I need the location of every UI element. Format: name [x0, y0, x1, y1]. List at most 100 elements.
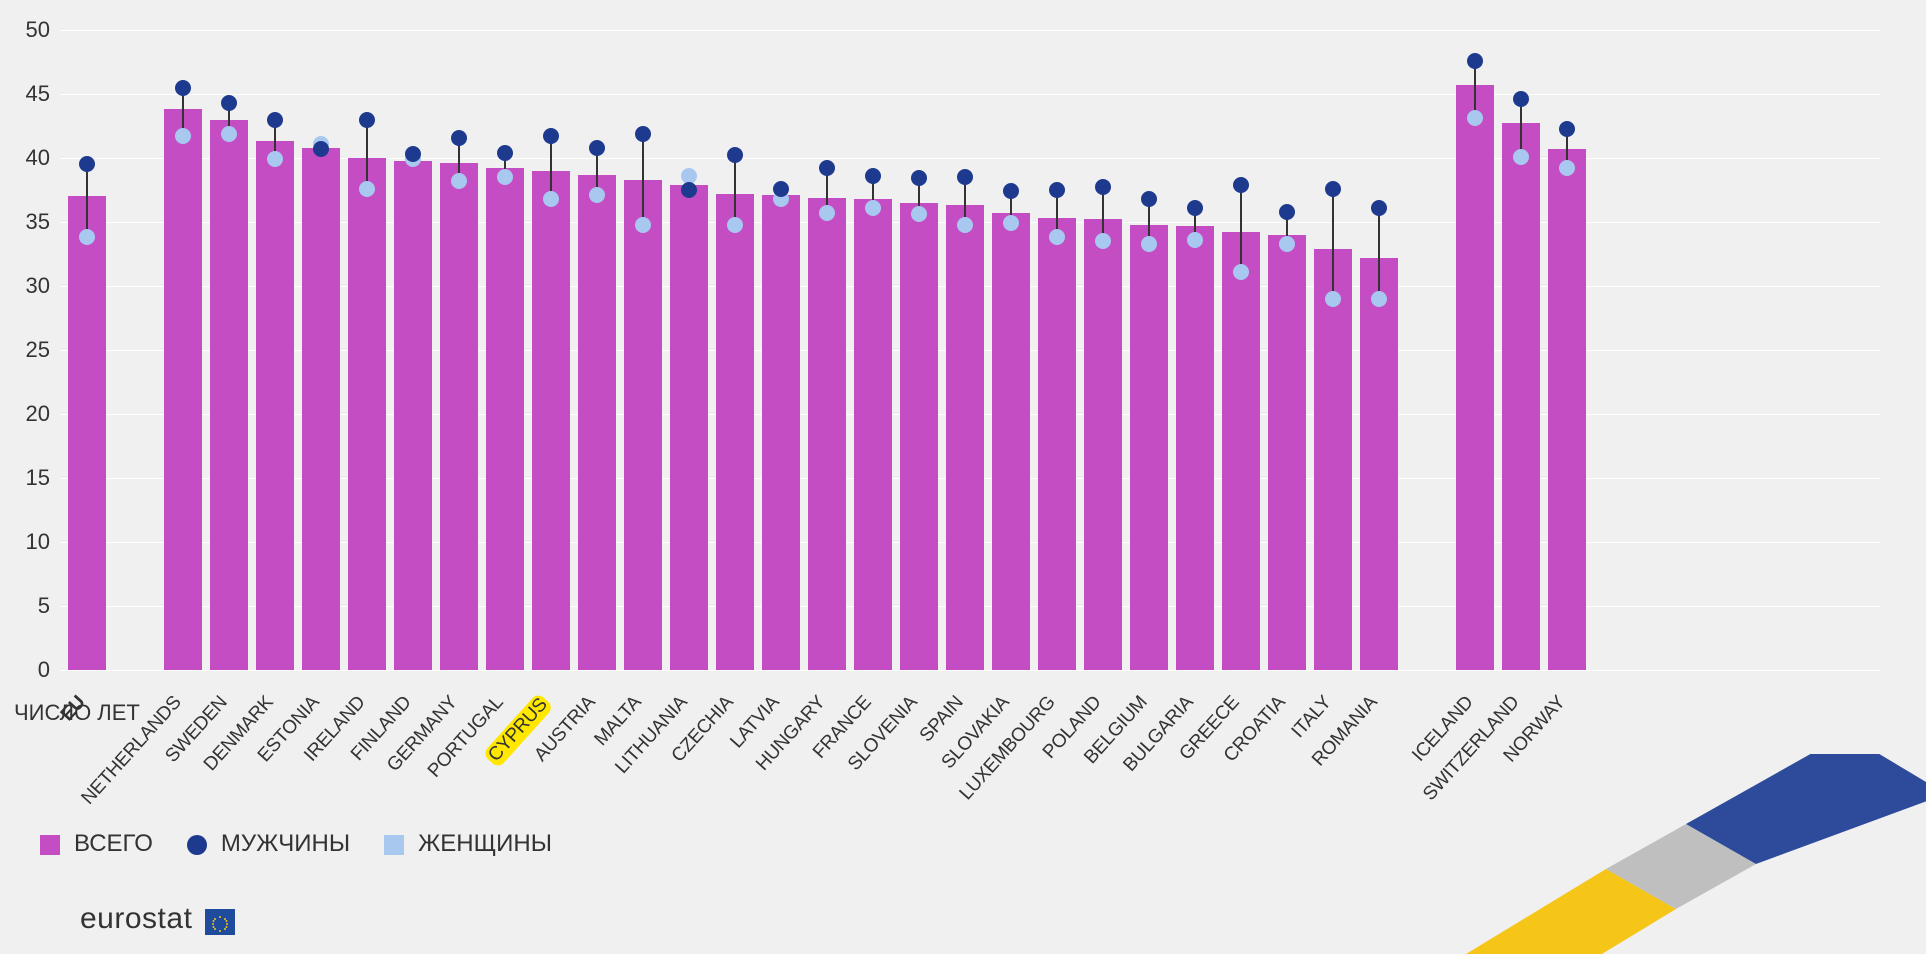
women-marker [1325, 291, 1341, 307]
men-marker [1095, 179, 1111, 195]
y-tick-label: 15 [0, 465, 50, 491]
men-marker [175, 80, 191, 96]
bar [68, 196, 106, 670]
men-marker [497, 145, 513, 161]
y-tick-label: 45 [0, 81, 50, 107]
men-marker [1467, 53, 1483, 69]
men-marker [221, 95, 237, 111]
legend-label: ВСЕГО [74, 830, 153, 857]
women-marker [543, 191, 559, 207]
men-marker [1141, 191, 1157, 207]
legend: ВСЕГО МУЖЧИНЫ ЖЕНЩИНЫ [40, 830, 552, 858]
men-marker [911, 170, 927, 186]
bar [624, 180, 662, 670]
legend-item: ВСЕГО [40, 830, 153, 858]
legend-item: ЖЕНЩИНЫ [384, 830, 552, 858]
bar [1130, 225, 1168, 670]
women-marker [1187, 232, 1203, 248]
range-stem [642, 134, 644, 225]
men-marker [451, 130, 467, 146]
bar [1548, 149, 1586, 670]
men-marker [1513, 91, 1529, 107]
bar [1502, 123, 1540, 670]
bar [210, 120, 248, 670]
y-tick-label: 25 [0, 337, 50, 363]
women-marker [359, 181, 375, 197]
men-marker [727, 147, 743, 163]
bar [486, 168, 524, 670]
y-tick-label: 0 [0, 657, 50, 683]
bar [256, 141, 294, 670]
y-axis-title: ЧИСЛО ЛЕТ [14, 700, 140, 726]
men-marker [267, 112, 283, 128]
legend-label: МУЖЧИНЫ [221, 830, 350, 857]
men-marker [1003, 183, 1019, 199]
y-tick-label: 35 [0, 209, 50, 235]
range-stem [86, 164, 88, 237]
chart-container: 05101520253035404550 EUNETHERLANDSSWEDEN… [0, 0, 1926, 954]
women-marker [727, 217, 743, 233]
men-marker [1279, 204, 1295, 220]
men-marker [313, 141, 329, 157]
bar [1314, 249, 1352, 670]
range-stem [734, 155, 736, 224]
women-marker [1141, 236, 1157, 252]
men-marker [1371, 200, 1387, 216]
bar [440, 163, 478, 670]
plot-area [60, 30, 1880, 670]
y-tick-label: 10 [0, 529, 50, 555]
women-marker [635, 217, 651, 233]
women-marker [589, 187, 605, 203]
bar [992, 213, 1030, 670]
bar [854, 199, 892, 670]
men-marker [79, 156, 95, 172]
men-marker [1325, 181, 1341, 197]
bar [1268, 235, 1306, 670]
men-marker [1559, 121, 1575, 137]
bar [164, 109, 202, 670]
men-marker [359, 112, 375, 128]
y-tick-label: 50 [0, 17, 50, 43]
bar [302, 148, 340, 670]
women-marker [865, 200, 881, 216]
y-tick-label: 40 [0, 145, 50, 171]
men-marker [635, 126, 651, 142]
bar [1456, 85, 1494, 670]
range-stem [1378, 208, 1380, 299]
men-marker [773, 181, 789, 197]
women-marker [1513, 149, 1529, 165]
bar [1038, 218, 1076, 670]
women-marker [1279, 236, 1295, 252]
range-stem [366, 120, 368, 189]
men-marker [543, 128, 559, 144]
bar [1222, 232, 1260, 670]
legend-item: МУЖЧИНЫ [187, 830, 350, 858]
range-stem [1332, 189, 1334, 299]
men-marker [1187, 200, 1203, 216]
legend-swatch [384, 835, 404, 855]
women-marker [1233, 264, 1249, 280]
men-marker [589, 140, 605, 156]
legend-label: ЖЕНЩИНЫ [418, 830, 552, 857]
bar [670, 185, 708, 670]
footer-swoosh-icon [1406, 754, 1926, 954]
men-marker [957, 169, 973, 185]
range-stem [1240, 185, 1242, 272]
eurostat-logo: eurostat [80, 902, 235, 936]
bar [532, 171, 570, 670]
women-marker [957, 217, 973, 233]
y-tick-label: 20 [0, 401, 50, 427]
y-tick-label: 5 [0, 593, 50, 619]
grid-line [60, 670, 1880, 671]
women-marker [221, 126, 237, 142]
legend-swatch [187, 835, 207, 855]
eurostat-logo-text: eurostat [80, 902, 192, 935]
bar [1176, 226, 1214, 670]
bar [716, 194, 754, 670]
range-stem [550, 136, 552, 199]
legend-swatch [40, 835, 60, 855]
bar [946, 205, 984, 670]
men-marker [1233, 177, 1249, 193]
women-marker [1371, 291, 1387, 307]
bar [1084, 219, 1122, 670]
